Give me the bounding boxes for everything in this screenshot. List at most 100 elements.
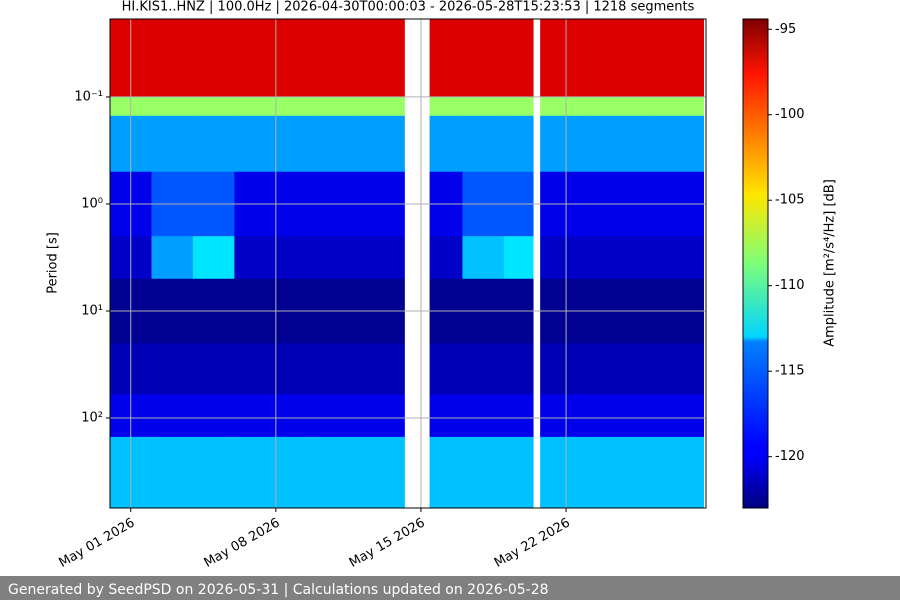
x-tick-label: May 22 2026 xyxy=(492,516,573,571)
heat-cell xyxy=(540,436,588,509)
heat-cell xyxy=(586,343,650,395)
heat-cell xyxy=(192,115,235,173)
heat-cell xyxy=(192,394,235,438)
plot-frame xyxy=(109,18,707,509)
heat-cell xyxy=(540,96,588,117)
heat-cell xyxy=(503,236,534,280)
heat-cell xyxy=(462,436,505,509)
colorbar-tick-label: -95 xyxy=(775,22,796,37)
heat-cell xyxy=(275,19,318,98)
chart-title: HI.KIS1..HNZ | 100.0Hz | 2026-04-30T00:0… xyxy=(122,0,695,15)
heat-cell xyxy=(462,236,505,280)
heat-cell xyxy=(462,96,505,117)
heat-cell xyxy=(275,394,318,438)
heat-cell xyxy=(151,115,194,173)
heat-cell xyxy=(275,436,318,509)
heat-cell xyxy=(317,343,360,395)
heat-cell xyxy=(151,96,194,117)
heat-cell xyxy=(648,96,705,117)
heat-cell xyxy=(358,436,405,509)
heat-cell xyxy=(151,436,194,509)
heat-cell xyxy=(275,96,318,117)
heat-cell xyxy=(192,19,235,98)
heat-cell xyxy=(540,394,588,438)
heat-cell xyxy=(358,236,405,280)
footer-text: Generated by SeedPSD on 2026-05-31 | Cal… xyxy=(8,582,549,598)
x-tick-label: May 08 2026 xyxy=(202,516,283,571)
heat-cell xyxy=(151,343,194,395)
heat-cell xyxy=(192,436,235,509)
heat-cell xyxy=(586,436,650,509)
heat-cell xyxy=(429,343,463,395)
colorbar-tick-label: -105 xyxy=(775,193,805,208)
heat-cell xyxy=(192,236,235,280)
footer-bar xyxy=(0,576,900,600)
heat-cell xyxy=(234,19,277,98)
heat-cell xyxy=(275,236,318,280)
heat-cell xyxy=(151,394,194,438)
heat-cell xyxy=(429,115,463,173)
heat-cell xyxy=(540,236,588,280)
heat-cell xyxy=(503,394,534,438)
heat-cell xyxy=(358,96,405,117)
heat-cell xyxy=(429,236,463,280)
heat-cell xyxy=(151,236,194,280)
heat-cell xyxy=(648,115,705,173)
heat-cell xyxy=(358,343,405,395)
heat-cell xyxy=(317,19,360,98)
y-tick-label: 10⁰ xyxy=(81,196,103,211)
heat-cell xyxy=(586,96,650,117)
heat-cell xyxy=(462,394,505,438)
heat-cell xyxy=(540,115,588,173)
heat-cell xyxy=(317,96,360,117)
colorbar-tick-label: -115 xyxy=(775,364,805,379)
y-tick-label: 10⁻¹ xyxy=(74,89,103,104)
heat-cell xyxy=(317,394,360,438)
colorbar-tick-label: -110 xyxy=(775,278,805,293)
heat-cell xyxy=(151,19,194,98)
colorbar-label: Amplitude [m²/s⁴/Hz] [dB] xyxy=(823,179,838,347)
heat-cell xyxy=(586,236,650,280)
heat-cell xyxy=(358,19,405,98)
colorbar-tick-label: -100 xyxy=(775,107,805,122)
heat-cell xyxy=(648,436,705,509)
heat-cell xyxy=(586,19,650,98)
heat-cell xyxy=(429,96,463,117)
heat-cell xyxy=(503,343,534,395)
heat-cell xyxy=(192,96,235,117)
heat-cell xyxy=(586,115,650,173)
heat-cell xyxy=(358,115,405,173)
heat-cell xyxy=(358,394,405,438)
heat-cell xyxy=(317,436,360,509)
heat-cell xyxy=(275,343,318,395)
heat-cell xyxy=(503,436,534,509)
heat-cell xyxy=(234,96,277,117)
heat-cell xyxy=(429,394,463,438)
heat-cell xyxy=(234,236,277,280)
heat-cell xyxy=(540,19,588,98)
heat-cell xyxy=(429,436,463,509)
heat-cell xyxy=(648,394,705,438)
heat-cell xyxy=(462,343,505,395)
heat-cell xyxy=(648,343,705,395)
heat-cell xyxy=(540,343,588,395)
heat-cell xyxy=(503,96,534,117)
y-tick-label: 10¹ xyxy=(81,303,103,318)
heat-cell xyxy=(234,343,277,395)
heat-cell xyxy=(275,115,318,173)
x-tick-label: May 01 2026 xyxy=(57,516,138,571)
heat-cell xyxy=(234,436,277,509)
heat-cell xyxy=(429,19,463,98)
heat-cell xyxy=(503,115,534,173)
heat-cell xyxy=(586,394,650,438)
heat-cell xyxy=(317,236,360,280)
colorbar xyxy=(742,18,769,509)
y-axis-label: Period [s] xyxy=(46,232,61,294)
heat-cell xyxy=(192,343,235,395)
x-tick-label: May 15 2026 xyxy=(347,516,428,571)
heat-cell xyxy=(503,19,534,98)
heat-cell xyxy=(234,115,277,173)
heat-cell xyxy=(234,394,277,438)
heat-cell xyxy=(317,115,360,173)
